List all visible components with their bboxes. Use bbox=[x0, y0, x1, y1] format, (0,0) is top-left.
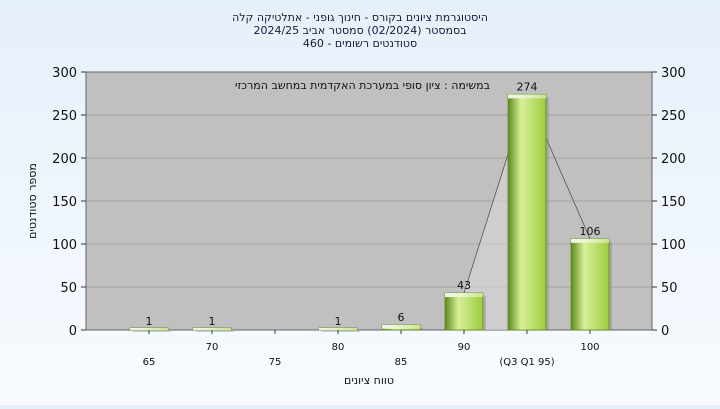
y-axis-left: 0 50 100 150 200 250 300 bbox=[52, 66, 86, 339]
y-tick-label-left: 200 bbox=[52, 152, 77, 167]
bar-value-label: 6 bbox=[398, 311, 405, 324]
plot-annotation: במשימה : ציון סופי במערכת האקדמית במחשב … bbox=[235, 79, 490, 92]
x-tick-label: 85 bbox=[395, 357, 408, 368]
value-labels-group: 1 1 1 6 43 274 106 bbox=[146, 80, 601, 328]
x-tick-label: 75 bbox=[269, 357, 282, 368]
chart-title-line-2: בסמסטר (02/2024) סמסטר אביב 2024/25 bbox=[253, 24, 466, 37]
y-axis-right: 0 50 100 150 200 250 300 bbox=[652, 66, 686, 339]
y-tick-label-left: 150 bbox=[52, 195, 77, 210]
y-tick-label-right: 150 bbox=[661, 195, 686, 210]
x-tick-label: (Q3 Q1 95) bbox=[499, 357, 554, 368]
bar-value-label: 43 bbox=[457, 279, 471, 292]
y-tick-label-right: 300 bbox=[661, 66, 686, 81]
x-axis-title: טווח ציונים bbox=[344, 374, 394, 387]
x-tick-label: 80 bbox=[332, 342, 345, 353]
chart-title-line-1: היסטוגרמת ציונים בקורס - חינוך גופני - א… bbox=[232, 11, 488, 24]
x-tick-label: 90 bbox=[458, 342, 471, 353]
y-tick-label-left: 0 bbox=[69, 324, 77, 339]
y-tick-label-left: 250 bbox=[52, 109, 77, 124]
x-axis: 65 70 75 80 85 90 (Q3 Q1 95) 100 bbox=[143, 330, 600, 368]
y-axis-title: מספר סטודנטים bbox=[26, 163, 39, 239]
y-tick-label-right: 0 bbox=[661, 324, 669, 339]
histogram-bar bbox=[570, 238, 610, 331]
x-tick-label: 65 bbox=[143, 357, 156, 368]
chart-title-line-3: סטודנטים רשומים - 460 bbox=[303, 37, 417, 50]
y-tick-label-left: 100 bbox=[52, 238, 77, 253]
histogram-bar bbox=[444, 292, 484, 331]
bar-cap bbox=[130, 328, 168, 330]
bar-cap bbox=[319, 328, 357, 330]
x-tick-label: 100 bbox=[580, 342, 599, 353]
y-tick-label-right: 200 bbox=[661, 152, 686, 167]
bar-cap bbox=[382, 324, 420, 329]
bar-cap bbox=[508, 94, 546, 99]
bars-group bbox=[129, 93, 612, 332]
bar-shadow bbox=[133, 331, 171, 332]
y-tick-label-left: 50 bbox=[60, 281, 77, 296]
y-tick-label-right: 250 bbox=[661, 109, 686, 124]
y-tick-label-left: 300 bbox=[52, 66, 77, 81]
bar-value-label: 274 bbox=[517, 80, 538, 93]
bar-value-label: 1 bbox=[146, 315, 153, 328]
y-tick-label-right: 100 bbox=[661, 238, 686, 253]
y-tick-label-right: 50 bbox=[661, 281, 678, 296]
bar-shadow bbox=[322, 331, 360, 332]
bar-value-label: 1 bbox=[209, 315, 216, 328]
bar-cap bbox=[445, 293, 483, 298]
x-tick-label: 70 bbox=[206, 342, 219, 353]
gridlines bbox=[86, 114, 652, 288]
histogram-bar bbox=[507, 93, 547, 331]
bar-cap bbox=[193, 328, 231, 330]
bar-value-label: 1 bbox=[335, 315, 342, 328]
bar-value-label: 106 bbox=[580, 225, 601, 238]
bar-shadow bbox=[196, 331, 234, 332]
bar-cap bbox=[571, 238, 609, 243]
